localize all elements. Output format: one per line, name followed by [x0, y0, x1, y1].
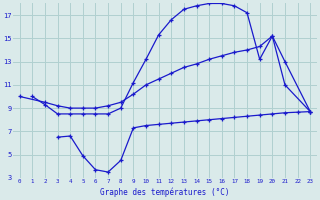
X-axis label: Graphe des températures (°C): Graphe des températures (°C) [100, 187, 230, 197]
